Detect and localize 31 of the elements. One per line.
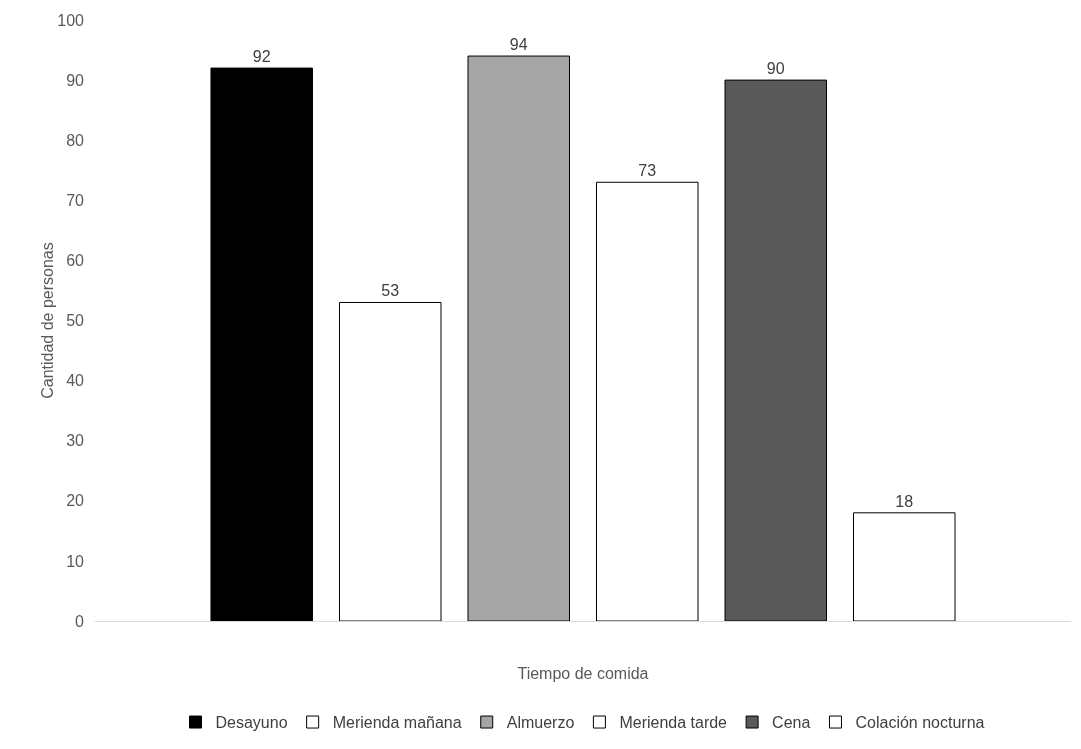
data-label: 90 bbox=[766, 60, 785, 78]
bar bbox=[853, 512, 956, 621]
y-tick-label: 10 bbox=[66, 552, 85, 570]
legend-label: Almuerzo bbox=[506, 714, 575, 732]
bar bbox=[338, 301, 442, 621]
legend-label: Colación nocturna bbox=[855, 714, 985, 732]
y-axis-title: Cantidad de personas bbox=[39, 242, 56, 399]
bar bbox=[724, 79, 828, 621]
data-label: 53 bbox=[381, 282, 400, 300]
y-tick-label: 50 bbox=[66, 312, 85, 330]
data-label: 92 bbox=[252, 48, 271, 66]
y-tick-label: 60 bbox=[66, 252, 85, 269]
y-tick-label: 90 bbox=[66, 71, 85, 89]
bar bbox=[210, 67, 313, 621]
y-tick-label: 20 bbox=[66, 492, 85, 510]
y-tick-label: 100 bbox=[57, 11, 85, 29]
y-tick-label: 30 bbox=[66, 432, 85, 450]
legend-label: Merienda tarde bbox=[619, 714, 728, 732]
y-tick-label: 80 bbox=[66, 131, 85, 149]
bar bbox=[467, 55, 571, 621]
data-label: 18 bbox=[895, 492, 914, 510]
legend-label: Cena bbox=[772, 714, 811, 732]
y-tick-label: 40 bbox=[66, 372, 85, 390]
data-label: 73 bbox=[638, 162, 657, 180]
legend-label: Desayuno bbox=[215, 714, 288, 732]
legend-label: Merienda mañana bbox=[332, 714, 462, 732]
y-tick-label: 0 bbox=[75, 612, 85, 630]
x-axis-title: Tiempo de comida bbox=[517, 665, 649, 682]
bar bbox=[595, 181, 699, 621]
data-label: 94 bbox=[509, 36, 528, 54]
y-tick-label: 70 bbox=[66, 191, 85, 209]
